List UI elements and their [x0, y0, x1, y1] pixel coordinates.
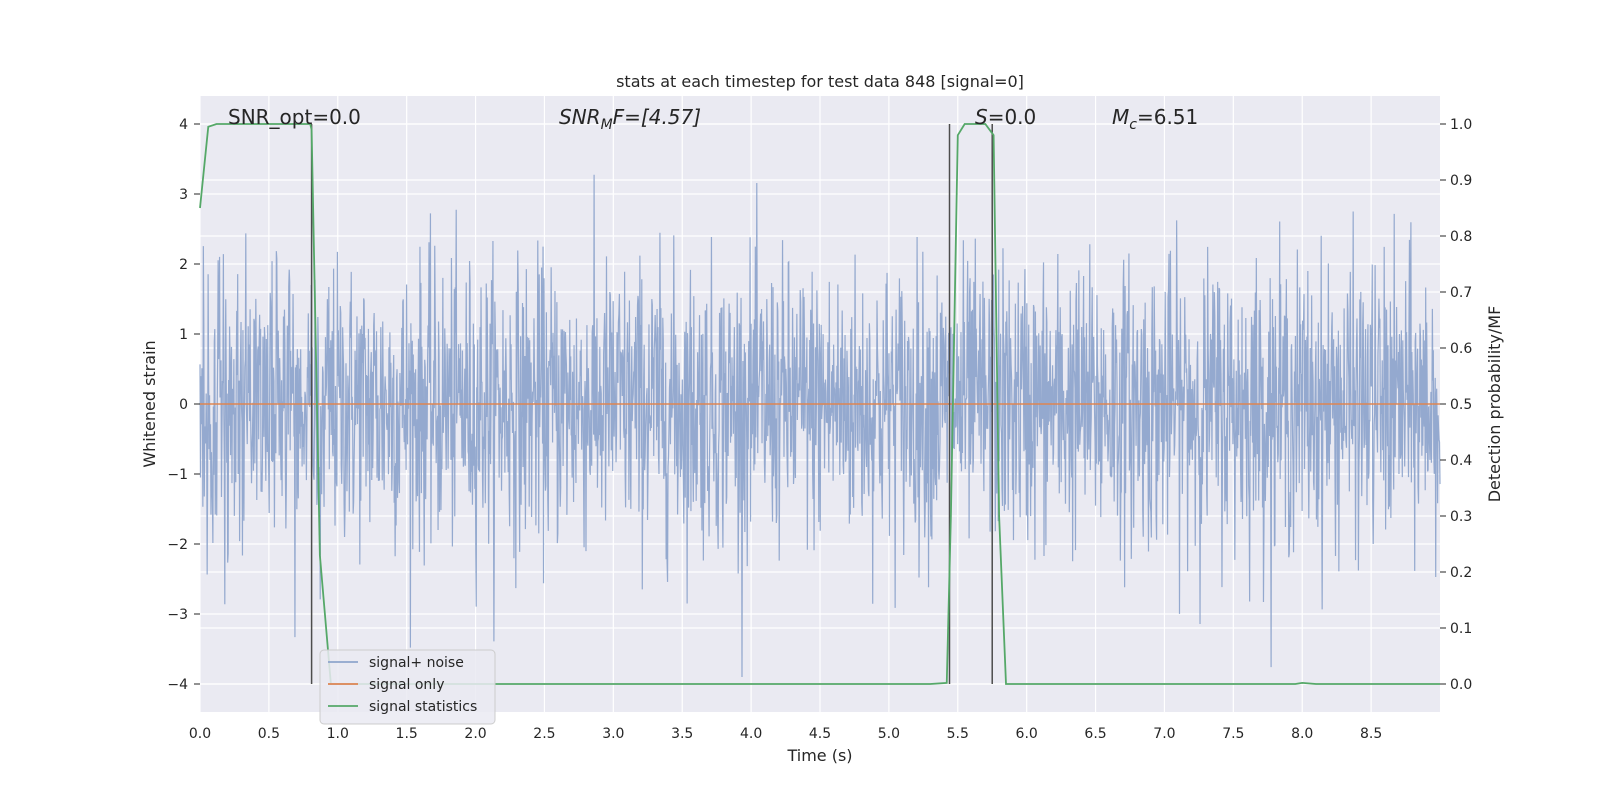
x-tick-label: 4.0	[740, 726, 762, 742]
annotation-mc-main: M	[1112, 105, 1129, 129]
annotation-snr-opt: SNR_opt=0.0	[228, 105, 361, 129]
annotation-mc: Mc=6.51	[1112, 105, 1198, 133]
y-right-tick-label: 0.4	[1450, 453, 1472, 469]
y-left-tick-label: −3	[167, 607, 188, 623]
x-tick-label: 3.5	[671, 726, 693, 742]
annotation-s-main: S	[975, 105, 988, 129]
annotation-snr-mf: SNRMF=[4.57]	[559, 105, 701, 133]
x-tick-label: 7.0	[1153, 726, 1175, 742]
data-layer	[199, 123, 1441, 685]
y-right-tick-label: 0.0	[1450, 677, 1472, 693]
x-tick-label: 5.5	[947, 726, 969, 742]
chart-title: stats at each timestep for test data 848…	[616, 72, 1024, 91]
x-tick-label: 8.0	[1291, 726, 1313, 742]
x-tick-label: 0.0	[189, 726, 211, 742]
series-signal-statistics-line	[199, 123, 1440, 685]
y-left-tick-label: 3	[179, 187, 188, 203]
annotation-s: S=0.0	[975, 105, 1036, 129]
y-right-tick-label: 0.7	[1450, 285, 1472, 301]
y-left-tick-label: 1	[179, 327, 188, 343]
annotation-snr-mf-sub: M	[601, 117, 613, 133]
y-left-tick-label: −1	[167, 467, 188, 483]
x-tick-label: 2.5	[533, 726, 555, 742]
legend-label-signal-statistics: signal statistics	[369, 699, 477, 715]
x-tick-label: 3.0	[602, 726, 624, 742]
x-tick-label: 2.0	[464, 726, 486, 742]
x-tick-label: 7.5	[1222, 726, 1244, 742]
x-tick-label: 8.5	[1360, 726, 1382, 742]
y-axis-left-label: Whitened strain	[140, 340, 159, 467]
series-signal-noise-line	[199, 174, 1441, 678]
legend-frame	[319, 649, 496, 725]
y-left-tick-label: −2	[167, 537, 188, 553]
y-right-tick-label: 0.1	[1450, 621, 1472, 637]
tick-labels: 0.0 0.5 1.0 1.5 2.0 2.5 3.0 3.5 4.0 4.5 5.0 5.5 6.0 6…	[167, 117, 1472, 742]
annotation-snr-mf-rest: F=[4.57]	[613, 105, 701, 129]
x-tick-label: 6.0	[1016, 726, 1038, 742]
x-tick-label: 4.5	[809, 726, 831, 742]
annotation-mc-rest: =6.51	[1137, 105, 1198, 129]
y-left-tick-label: 0	[179, 397, 188, 413]
x-axis-label: Time (s)	[786, 746, 852, 765]
x-tick-label: 0.5	[258, 726, 280, 742]
legend: signal+ noise signal only signal statist…	[319, 649, 496, 725]
x-tick-label: 1.0	[327, 726, 349, 742]
legend-label-signal-noise: signal+ noise	[369, 655, 464, 671]
legend-label-signal-only: signal only	[369, 677, 444, 693]
x-tick-label: 1.5	[396, 726, 418, 742]
y-right-tick-label: 0.5	[1450, 397, 1472, 413]
x-tick-label: 6.5	[1084, 726, 1106, 742]
y-axis-right-label: Detection probability/MF	[1485, 306, 1504, 503]
y-left-tick-label: −4	[167, 677, 188, 693]
y-right-tick-label: 0.9	[1450, 173, 1472, 189]
x-tick-label: 5.0	[878, 726, 900, 742]
y-right-tick-label: 0.3	[1450, 509, 1472, 525]
y-right-tick-label: 0.2	[1450, 565, 1472, 581]
annotation-snr-mf-main: SNR	[559, 105, 601, 129]
annotation-mc-sub: c	[1129, 117, 1137, 133]
annotation-s-rest: =0.0	[988, 105, 1037, 129]
y-right-tick-label: 1.0	[1450, 117, 1472, 133]
y-left-tick-label: 4	[179, 117, 188, 133]
y-right-tick-label: 0.8	[1450, 229, 1472, 245]
y-right-tick-label: 0.6	[1450, 341, 1472, 357]
y-left-tick-label: 2	[179, 257, 188, 273]
